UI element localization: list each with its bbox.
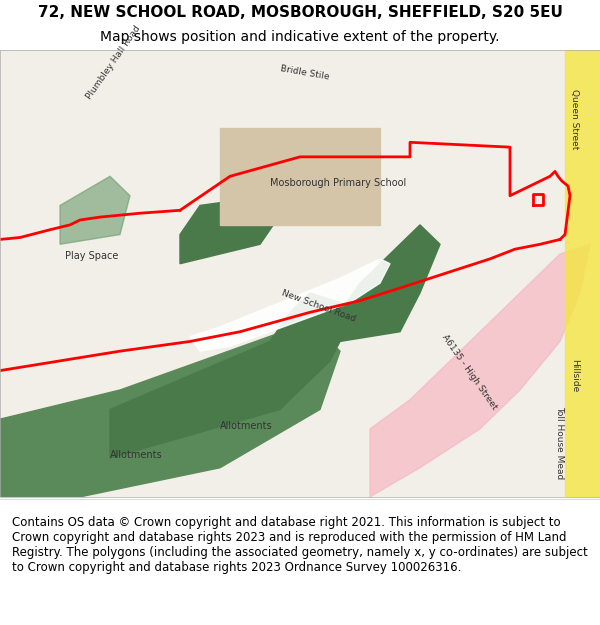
Text: 72, NEW SCHOOL ROAD, MOSBOROUGH, SHEFFIELD, S20 5EU: 72, NEW SCHOOL ROAD, MOSBOROUGH, SHEFFIE… (38, 5, 562, 20)
Text: Map shows position and indicative extent of the property.: Map shows position and indicative extent… (100, 31, 500, 44)
Polygon shape (340, 225, 440, 341)
Polygon shape (220, 127, 380, 225)
Text: Hillside: Hillside (570, 359, 579, 392)
Text: Mosborough Primary School: Mosborough Primary School (270, 178, 406, 188)
Polygon shape (230, 147, 310, 206)
Text: Plumbley Hall Road: Plumbley Hall Road (85, 24, 143, 101)
Text: Allotments: Allotments (220, 421, 272, 431)
Polygon shape (60, 176, 130, 244)
Polygon shape (565, 50, 600, 497)
Text: Bridle Stile: Bridle Stile (280, 64, 331, 81)
Text: Allotments: Allotments (110, 450, 163, 460)
Text: Toll House Mead: Toll House Mead (555, 406, 564, 479)
Polygon shape (180, 196, 280, 264)
Polygon shape (190, 259, 390, 351)
Text: Queen Street: Queen Street (570, 89, 579, 149)
Text: Contains OS data © Crown copyright and database right 2021. This information is : Contains OS data © Crown copyright and d… (12, 516, 588, 574)
Polygon shape (370, 244, 590, 497)
Polygon shape (0, 322, 340, 497)
Text: Play Space: Play Space (65, 251, 118, 261)
Text: A6135 - High Street: A6135 - High Street (440, 333, 499, 411)
Text: New School Road: New School Road (280, 289, 356, 324)
Polygon shape (110, 293, 350, 458)
